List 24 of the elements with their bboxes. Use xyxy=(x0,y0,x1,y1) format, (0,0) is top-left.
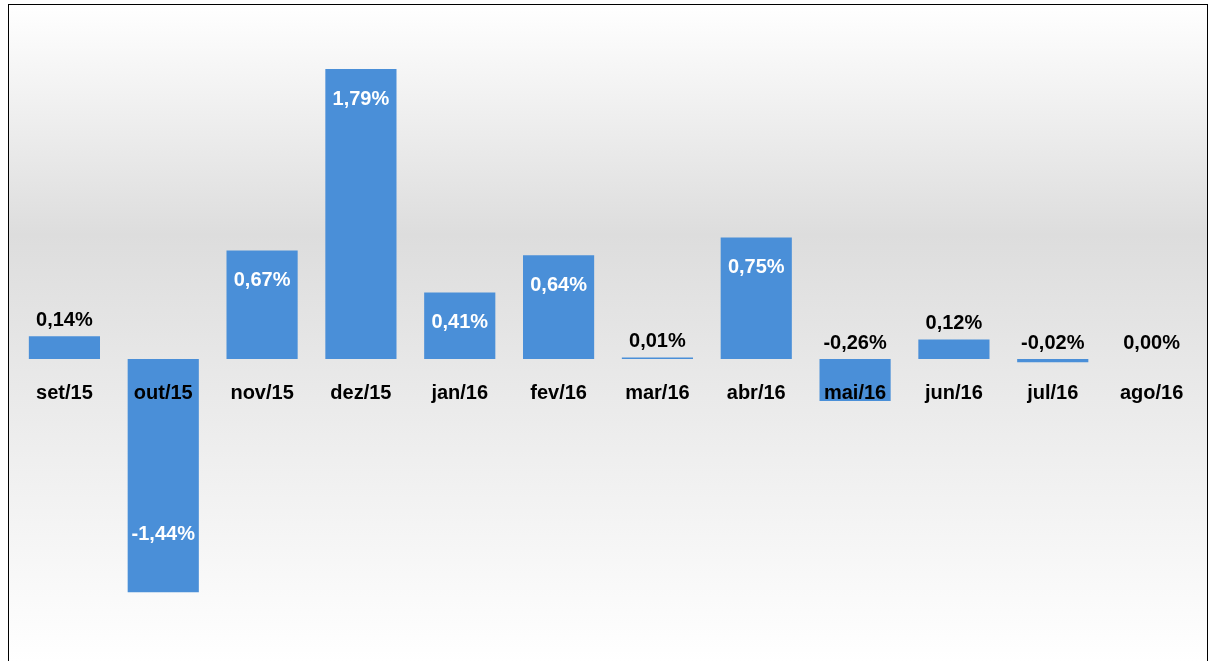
data-label: 1,79% xyxy=(332,86,390,109)
data-label: -0,02% xyxy=(1021,330,1085,353)
data-label: 0,01% xyxy=(629,328,686,351)
x-tick-label: out/15 xyxy=(133,380,193,403)
x-tick-label: jun/16 xyxy=(924,380,983,403)
x-tick-label: mar/16 xyxy=(625,380,690,403)
data-label: 0,67% xyxy=(233,267,291,290)
x-tick-label: jul/16 xyxy=(1026,380,1079,403)
x-tick-label: ago/16 xyxy=(1119,380,1184,403)
data-label: 0,41% xyxy=(431,310,489,333)
x-tick-label: nov/15 xyxy=(230,380,294,403)
data-label: -0,26% xyxy=(823,330,887,353)
x-tick-label: dez/15 xyxy=(330,380,392,403)
x-tick-label: fev/16 xyxy=(530,380,587,403)
data-label: 0,00% xyxy=(1123,330,1181,353)
x-tick-label: set/15 xyxy=(36,380,93,403)
data-label: -1,44% xyxy=(131,521,196,544)
data-label: 0,75% xyxy=(727,255,785,278)
data-label: 0,12% xyxy=(925,311,983,334)
data-label: 0,64% xyxy=(530,272,588,295)
data-label: 0,14% xyxy=(36,307,93,330)
x-tick-label: mai/16 xyxy=(823,380,887,403)
x-tick-label: jan/16 xyxy=(430,380,489,403)
x-tick-label: abr/16 xyxy=(726,380,786,403)
